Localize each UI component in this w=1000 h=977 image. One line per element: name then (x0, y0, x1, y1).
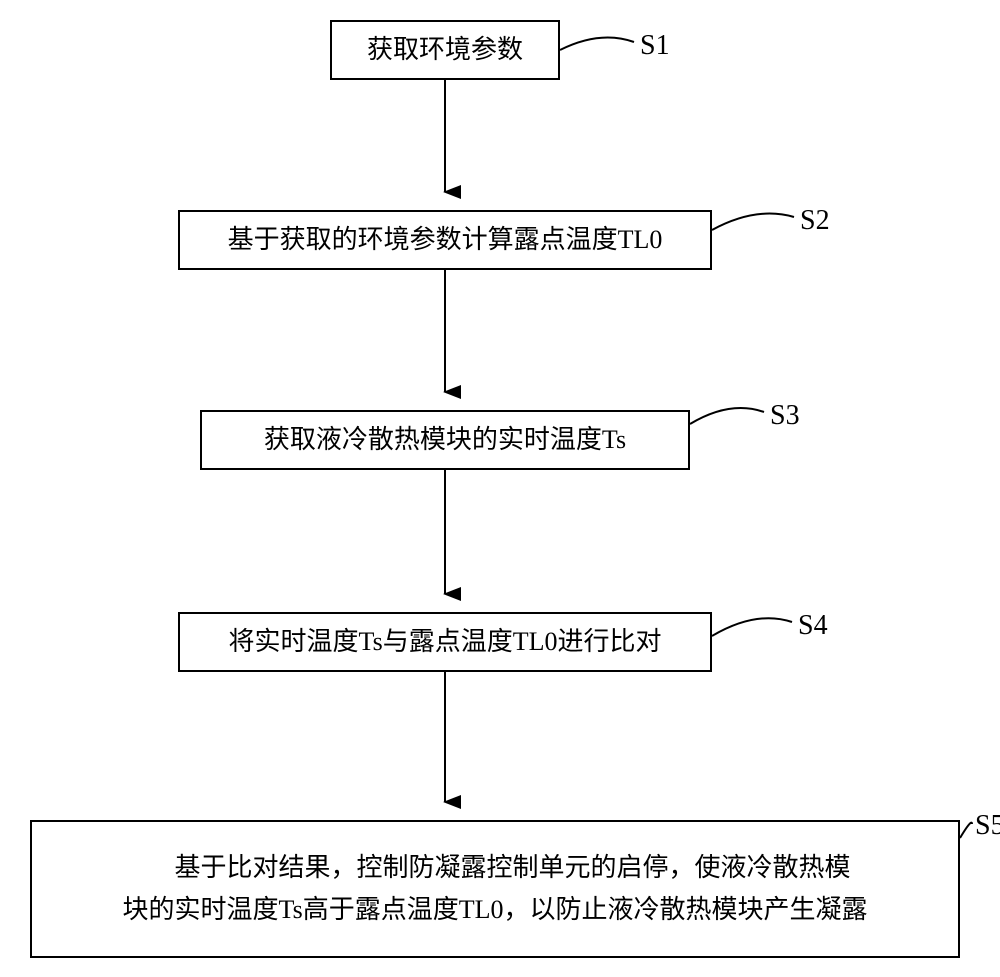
callout-s2 (712, 214, 794, 230)
flowchart-canvas: 获取环境参数 基于获取的环境参数计算露点温度TL0 获取液冷散热模块的实时温度T… (0, 0, 1000, 977)
callout-s4 (712, 618, 792, 636)
callout-s3 (690, 408, 764, 424)
connectors-svg (0, 0, 1000, 977)
callout-s1 (560, 38, 634, 51)
callout-s5 (960, 823, 972, 838)
